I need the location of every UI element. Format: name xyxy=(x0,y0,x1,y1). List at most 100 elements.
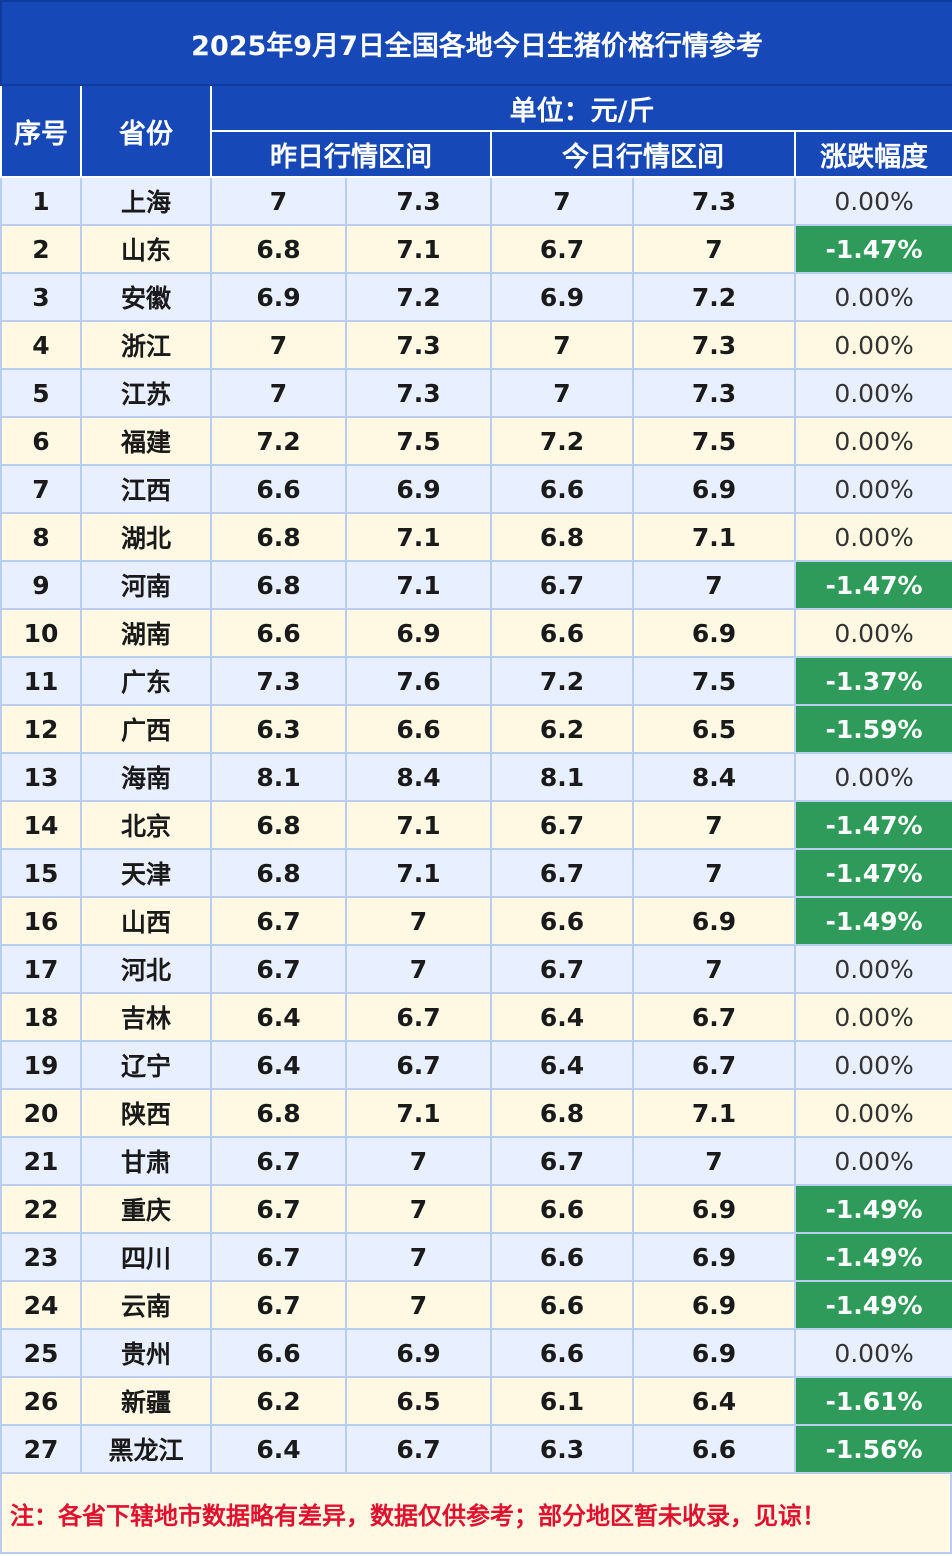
cell-yesterday-high: 7.3 xyxy=(345,176,492,226)
cell-change: -1.49% xyxy=(793,1184,952,1234)
price-table: 2025年9月7日全国各地今日生猪价格行情参考 序号 省份 单位：元/斤 昨日行… xyxy=(0,0,952,1474)
cell-seq: 25 xyxy=(0,1328,82,1378)
cell-seq: 9 xyxy=(0,560,82,610)
cell-yesterday-high: 7.3 xyxy=(345,368,492,418)
table-row: 27 黑龙江 6.4 6.7 6.3 6.6 -1.56% xyxy=(0,1424,952,1474)
cell-today-low: 8.1 xyxy=(490,752,634,802)
cell-change: -1.59% xyxy=(793,704,952,754)
cell-today-high: 7.3 xyxy=(632,368,796,418)
cell-yesterday-low: 6.6 xyxy=(210,1328,347,1378)
cell-seq: 20 xyxy=(0,1088,82,1138)
cell-today-high: 7.3 xyxy=(632,320,796,370)
cell-seq: 11 xyxy=(0,656,82,706)
cell-today-low: 6.3 xyxy=(490,1424,634,1474)
cell-change: -1.56% xyxy=(793,1424,952,1474)
table-row: 10 湖南 6.6 6.9 6.6 6.9 0.00% xyxy=(0,608,952,658)
cell-yesterday-high: 6.7 xyxy=(345,1424,492,1474)
cell-seq: 23 xyxy=(0,1232,82,1282)
cell-yesterday-high: 7.6 xyxy=(345,656,492,706)
cell-province: 山东 xyxy=(80,224,212,274)
cell-today-high: 6.9 xyxy=(632,608,796,658)
cell-today-high: 6.9 xyxy=(632,464,796,514)
cell-today-low: 6.6 xyxy=(490,1328,634,1378)
cell-province: 安徽 xyxy=(80,272,212,322)
cell-province: 湖南 xyxy=(80,608,212,658)
cell-yesterday-low: 6.6 xyxy=(210,608,347,658)
cell-today-high: 6.9 xyxy=(632,1184,796,1234)
cell-yesterday-low: 6.8 xyxy=(210,512,347,562)
cell-change: 0.00% xyxy=(793,1136,952,1186)
cell-today-low: 7.2 xyxy=(490,656,634,706)
cell-change: -1.47% xyxy=(793,800,952,850)
cell-seq: 14 xyxy=(0,800,82,850)
cell-yesterday-low: 6.4 xyxy=(210,1040,347,1090)
cell-today-high: 7.5 xyxy=(632,656,796,706)
cell-seq: 22 xyxy=(0,1184,82,1234)
cell-today-high: 6.5 xyxy=(632,704,796,754)
cell-today-high: 7.1 xyxy=(632,1088,796,1138)
cell-seq: 15 xyxy=(0,848,82,898)
cell-today-low: 6.6 xyxy=(490,464,634,514)
cell-change: -1.47% xyxy=(793,560,952,610)
cell-change: -1.37% xyxy=(793,656,952,706)
cell-change: 0.00% xyxy=(793,176,952,226)
cell-today-high: 7 xyxy=(632,224,796,274)
cell-yesterday-low: 6.3 xyxy=(210,704,347,754)
cell-yesterday-high: 7.1 xyxy=(345,1088,492,1138)
cell-province: 重庆 xyxy=(80,1184,212,1234)
cell-change: 0.00% xyxy=(793,944,952,994)
footnote: 注：各省下辖地市数据略有差异，数据仅供参考；部分地区暂未收录，见谅！ xyxy=(0,1474,952,1554)
cell-change: -1.49% xyxy=(793,896,952,946)
cell-change: 0.00% xyxy=(793,416,952,466)
cell-seq: 18 xyxy=(0,992,82,1042)
cell-seq: 6 xyxy=(0,416,82,466)
table-row: 23 四川 6.7 7 6.6 6.9 -1.49% xyxy=(0,1232,952,1282)
cell-yesterday-high: 6.9 xyxy=(345,464,492,514)
cell-yesterday-high: 7 xyxy=(345,896,492,946)
cell-yesterday-low: 6.9 xyxy=(210,272,347,322)
table-row: 3 安徽 6.9 7.2 6.9 7.2 0.00% xyxy=(0,272,952,322)
cell-change: 0.00% xyxy=(793,272,952,322)
cell-seq: 17 xyxy=(0,944,82,994)
cell-today-low: 7.2 xyxy=(490,416,634,466)
table-body: 1 上海 7 7.3 7 7.3 0.00% 2 山东 6.8 7.1 6.7 7 -1.47% 3 安徽 6.… xyxy=(0,176,952,1474)
cell-seq: 24 xyxy=(0,1280,82,1330)
cell-seq: 10 xyxy=(0,608,82,658)
header-unit: 单位：元/斤 xyxy=(209,84,952,132)
cell-today-low: 7 xyxy=(490,176,634,226)
cell-today-low: 7 xyxy=(490,320,634,370)
cell-yesterday-low: 6.8 xyxy=(210,560,347,610)
cell-today-high: 7 xyxy=(632,560,796,610)
cell-today-low: 6.4 xyxy=(490,992,634,1042)
cell-yesterday-high: 6.7 xyxy=(345,1040,492,1090)
cell-seq: 21 xyxy=(0,1136,82,1186)
cell-province: 陕西 xyxy=(80,1088,212,1138)
table-row: 16 山西 6.7 7 6.6 6.9 -1.49% xyxy=(0,896,952,946)
cell-today-low: 6.7 xyxy=(490,800,634,850)
cell-today-high: 6.9 xyxy=(632,896,796,946)
cell-yesterday-low: 6.7 xyxy=(210,896,347,946)
cell-seq: 4 xyxy=(0,320,82,370)
table-row: 17 河北 6.7 7 6.7 7 0.00% xyxy=(0,944,952,994)
table-row: 20 陕西 6.8 7.1 6.8 7.1 0.00% xyxy=(0,1088,952,1138)
cell-seq: 7 xyxy=(0,464,82,514)
cell-province: 上海 xyxy=(80,176,212,226)
cell-yesterday-low: 6.7 xyxy=(210,1232,347,1282)
header-province: 省份 xyxy=(80,84,212,178)
cell-today-low: 6.6 xyxy=(490,1232,634,1282)
cell-change: 0.00% xyxy=(793,992,952,1042)
cell-yesterday-high: 7.1 xyxy=(345,512,492,562)
cell-today-low: 7 xyxy=(490,368,634,418)
cell-today-low: 6.6 xyxy=(490,1280,634,1330)
cell-seq: 26 xyxy=(0,1376,82,1426)
cell-yesterday-low: 6.8 xyxy=(210,1088,347,1138)
table-row: 26 新疆 6.2 6.5 6.1 6.4 -1.61% xyxy=(0,1376,952,1426)
cell-yesterday-high: 6.7 xyxy=(345,992,492,1042)
table-row: 22 重庆 6.7 7 6.6 6.9 -1.49% xyxy=(0,1184,952,1234)
cell-today-low: 6.6 xyxy=(490,1184,634,1234)
cell-today-low: 6.9 xyxy=(490,272,634,322)
table-row: 2 山东 6.8 7.1 6.7 7 -1.47% xyxy=(0,224,952,274)
cell-province: 福建 xyxy=(80,416,212,466)
cell-yesterday-low: 6.2 xyxy=(210,1376,347,1426)
cell-today-low: 6.7 xyxy=(490,224,634,274)
